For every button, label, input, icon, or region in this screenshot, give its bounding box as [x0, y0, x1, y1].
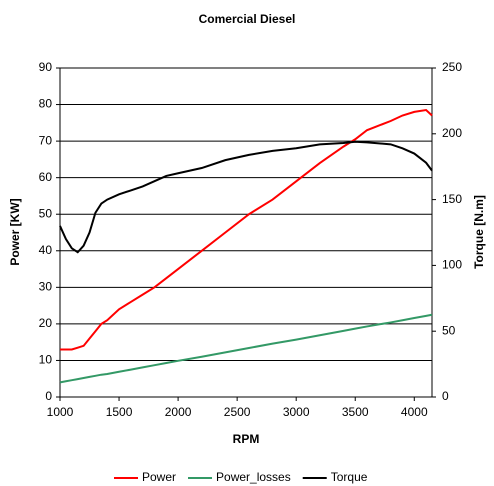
y2-tick-label: 150 — [442, 192, 462, 206]
y-tick-label: 20 — [39, 316, 53, 330]
x-tick-label: 4000 — [401, 405, 428, 419]
y-tick-label: 50 — [39, 206, 53, 220]
y2-tick-label: 100 — [442, 258, 462, 272]
y-tick-label: 40 — [39, 243, 53, 257]
x-axis-label: RPM — [233, 432, 260, 446]
plot-frame — [59, 67, 433, 398]
chart-title: Comercial Diesel — [199, 12, 296, 26]
x-tick-label: 1000 — [47, 405, 74, 419]
y2-tick-label: 0 — [442, 389, 449, 403]
y2-axis-label: Torque [N.m] — [472, 195, 486, 269]
y-tick-label: 60 — [39, 170, 53, 184]
y-tick-label: 0 — [45, 389, 52, 403]
y2-tick-label: 200 — [442, 126, 462, 140]
x-tick-label: 2500 — [224, 405, 251, 419]
x-tick-label: 2000 — [165, 405, 192, 419]
legend-label: Power — [142, 470, 176, 484]
y-tick-label: 10 — [39, 353, 53, 367]
x-tick-label: 3500 — [342, 405, 369, 419]
y-tick-label: 70 — [39, 133, 53, 147]
legend-label: Torque — [331, 470, 368, 484]
y-tick-label: 90 — [39, 60, 53, 74]
y-tick-label: 80 — [39, 97, 53, 111]
x-tick-label: 3000 — [283, 405, 310, 419]
y-tick-label: 30 — [39, 280, 53, 294]
legend-label: Power_losses — [216, 470, 291, 484]
line-series — [60, 108, 433, 351]
y2-tick-label: 50 — [442, 323, 456, 337]
line-series — [59, 313, 433, 384]
y-axis-label: Power [KW] — [8, 198, 22, 265]
line-series — [59, 140, 433, 254]
x-tick-label: 1500 — [106, 405, 133, 419]
y2-tick-label: 250 — [442, 60, 462, 74]
